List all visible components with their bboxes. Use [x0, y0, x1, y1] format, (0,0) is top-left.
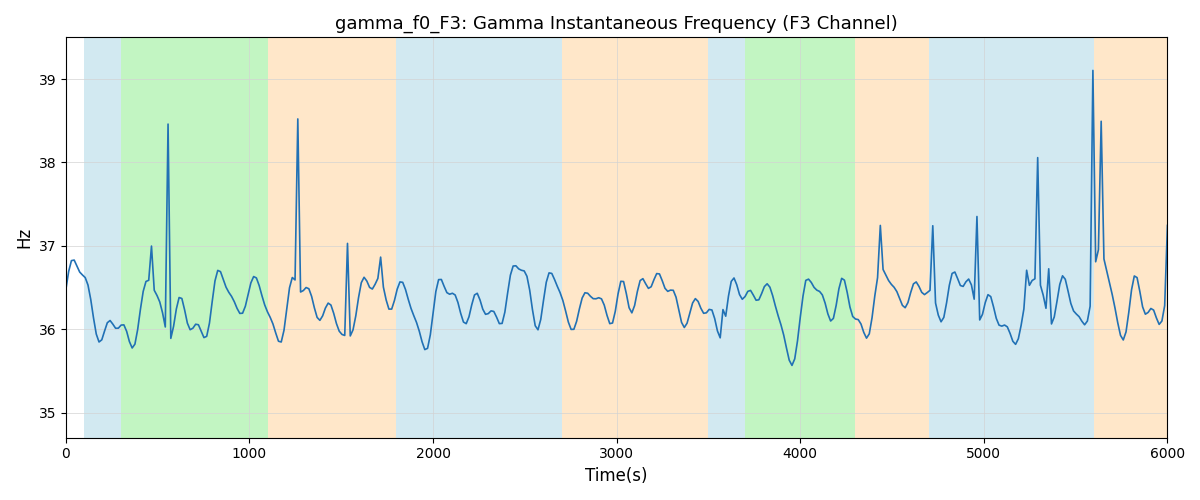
Y-axis label: Hz: Hz	[16, 227, 34, 248]
Bar	[121, 38, 268, 438]
Bar	[396, 38, 562, 438]
Bar	[84, 38, 121, 438]
Bar	[745, 38, 856, 438]
Title: gamma_f0_F3: Gamma Instantaneous Frequency (F3 Channel): gamma_f0_F3: Gamma Instantaneous Frequen…	[335, 15, 898, 34]
Bar	[268, 38, 396, 438]
Bar	[562, 38, 708, 438]
Bar	[708, 38, 745, 438]
Bar	[929, 38, 1094, 438]
Bar	[856, 38, 929, 438]
Bar	[1094, 38, 1168, 438]
X-axis label: Time(s): Time(s)	[586, 467, 648, 485]
